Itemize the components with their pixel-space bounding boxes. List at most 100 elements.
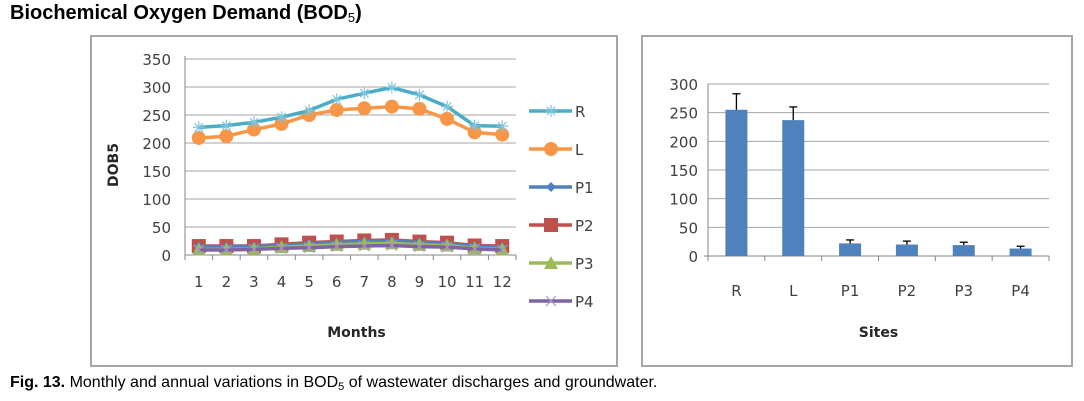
data-point-r-stroke xyxy=(497,121,507,131)
y-tick-label: 0 xyxy=(688,248,698,266)
data-point-r-stroke xyxy=(194,122,204,132)
data-point-p4-stroke xyxy=(276,242,287,254)
data-point-p4-stroke xyxy=(248,243,260,255)
data-point-p4 xyxy=(276,242,287,254)
data-point-r xyxy=(192,121,205,134)
data-point-r xyxy=(385,81,398,94)
y-tick-label: 50 xyxy=(679,219,698,237)
annual-bar-chart: 0 50 100 150 200 250 300 R L P1 P2 P3 P4 Sites xyxy=(669,76,1050,341)
heading-close: ) xyxy=(355,2,362,24)
data-point-r xyxy=(496,120,509,133)
data-point-r xyxy=(247,116,260,129)
series-r xyxy=(192,81,509,134)
y-tick-label: 300 xyxy=(142,79,171,97)
x-tick-label: 9 xyxy=(415,273,425,291)
x-tick-label: 2 xyxy=(222,273,232,291)
data-point-l-shape xyxy=(191,130,206,145)
y-tick-label: 200 xyxy=(142,135,171,153)
bar xyxy=(725,109,748,256)
legend-label: P2 xyxy=(575,217,594,235)
data-point-l-shape xyxy=(357,101,372,116)
data-point-p4-stroke xyxy=(220,244,232,256)
data-point-p4 xyxy=(220,244,232,256)
x-tick-label: 1 xyxy=(194,273,204,291)
data-point-p4 xyxy=(303,242,315,254)
data-point-l xyxy=(384,99,399,114)
data-point-r-stroke xyxy=(304,105,314,116)
data-point-p4-stroke xyxy=(441,241,453,253)
bar-p3 xyxy=(952,241,975,256)
data-point-p4 xyxy=(331,241,343,253)
data-point-p4 xyxy=(496,244,508,256)
data-point-l xyxy=(495,127,510,142)
figure-heading: Biochemical Oxygen Demand (BOD5) xyxy=(10,2,362,25)
data-point-r-stroke xyxy=(249,117,259,127)
legend-label: P4 xyxy=(575,293,594,311)
legend-marker-shape xyxy=(544,256,558,269)
x-tick-label: 4 xyxy=(277,273,287,291)
legend-marker-shape xyxy=(544,218,558,232)
data-point-p4 xyxy=(358,240,370,252)
legend-item-p3: P3 xyxy=(529,255,594,273)
x-tick-label: 12 xyxy=(493,273,512,291)
data-point-l-shape xyxy=(219,129,234,144)
y-tick-label: 100 xyxy=(669,191,698,209)
data-point-p3 xyxy=(191,242,206,256)
bar-p2 xyxy=(895,240,918,256)
legend-marker xyxy=(545,105,557,117)
data-point-p3-shape xyxy=(191,242,206,256)
x-tick-label: P1 xyxy=(841,282,860,300)
bar-r xyxy=(725,93,748,256)
data-point-r xyxy=(468,119,481,132)
data-point-r-stroke xyxy=(276,112,287,122)
x-tick-label: 5 xyxy=(304,273,314,291)
bar xyxy=(952,245,975,256)
legend-item-p2: P2 xyxy=(529,217,594,235)
bar xyxy=(1009,248,1032,256)
data-point-p4 xyxy=(248,243,260,255)
caption-label: Fig. 13. xyxy=(10,374,66,391)
data-point-r-stroke xyxy=(470,121,480,131)
data-point-p4-stroke xyxy=(331,241,343,253)
x-tick-label: 8 xyxy=(387,273,397,291)
data-point-p4-stroke xyxy=(193,244,205,256)
y-tick-label: 300 xyxy=(669,76,698,94)
legend-item-p1: P1 xyxy=(529,179,594,197)
data-point-l xyxy=(191,130,206,145)
bar-p4 xyxy=(1009,245,1032,256)
x-tick-label: 11 xyxy=(465,273,484,291)
data-point-r xyxy=(330,93,343,106)
data-point-r-stroke xyxy=(332,94,342,104)
x-tick-label: 7 xyxy=(360,273,370,291)
x-tick-label: P3 xyxy=(954,282,973,300)
data-point-l-shape xyxy=(412,101,427,116)
data-point-p4-stroke xyxy=(358,240,370,252)
data-point-r xyxy=(303,104,316,117)
data-point-l xyxy=(329,102,344,117)
legend-marker-shape xyxy=(544,142,558,156)
bar xyxy=(782,120,805,257)
legend-marker-shape xyxy=(546,182,556,192)
legend-item-r: R xyxy=(529,103,585,121)
data-point-r xyxy=(358,87,371,100)
legend-marker xyxy=(544,256,558,269)
y-tick-label: 250 xyxy=(142,107,171,125)
legend-label: P3 xyxy=(575,255,594,273)
y-tick-label: 150 xyxy=(669,162,698,180)
caption-text-end: of wastewater discharges and groundwater… xyxy=(344,374,658,391)
data-point-l xyxy=(412,101,427,116)
data-point-r-stroke xyxy=(442,101,452,112)
legend-marker xyxy=(544,142,558,156)
heading-text: Biochemical Oxygen Demand (BOD xyxy=(10,2,348,24)
x-tick-label: R xyxy=(731,282,741,300)
series-p4 xyxy=(193,240,508,256)
data-point-p4-stroke xyxy=(469,243,481,255)
data-point-p4 xyxy=(193,244,205,256)
x-tick-label: P2 xyxy=(898,282,917,300)
data-point-l xyxy=(357,101,372,116)
data-point-l xyxy=(440,111,455,126)
x-tick-label: 10 xyxy=(437,273,456,291)
data-point-l-shape xyxy=(329,102,344,117)
data-point-r-stroke xyxy=(359,88,369,98)
